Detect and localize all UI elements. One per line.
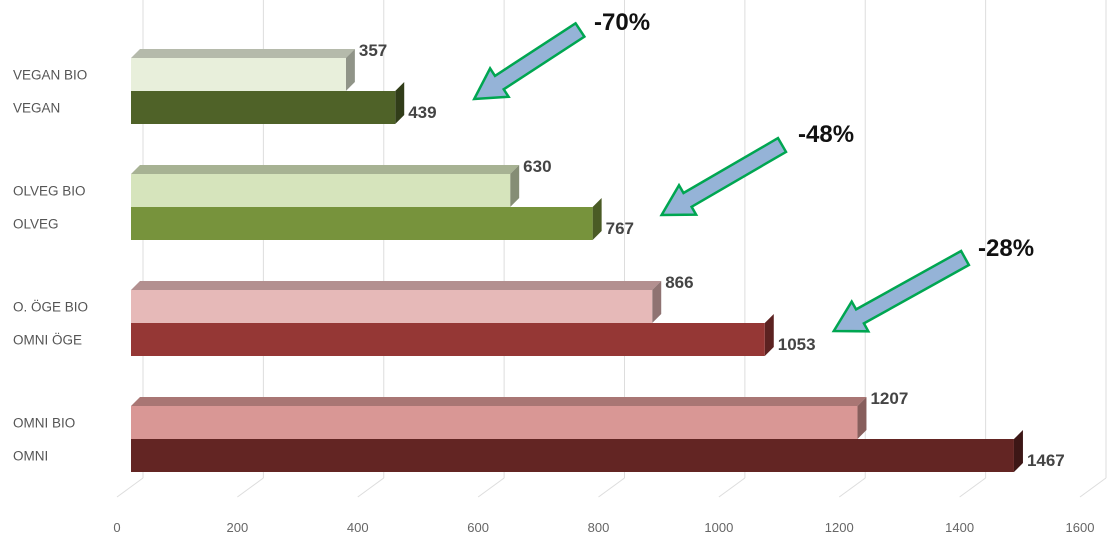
gridline-floor [357, 477, 385, 498]
category-label: OMNI BIO [13, 416, 75, 431]
category-label: OMNI [13, 449, 48, 464]
bar-front-face [131, 58, 346, 91]
bar [131, 198, 602, 240]
bar-front-face [131, 439, 1014, 472]
bar [131, 165, 520, 207]
value-label: 1207 [870, 389, 908, 408]
x-tick-label: 1000 [704, 520, 733, 535]
bar-front-face [131, 174, 511, 207]
bar-top-face [131, 49, 355, 58]
value-label: 866 [665, 273, 693, 292]
gridline-floor [237, 477, 264, 498]
bar-front-face [131, 207, 593, 240]
bar-side-face [1013, 430, 1023, 472]
x-tick-label: 0 [113, 520, 120, 535]
bar [131, 430, 1023, 472]
annotation-label: -70% [594, 9, 650, 36]
value-label: 1467 [1027, 451, 1065, 470]
value-label: 767 [606, 219, 634, 238]
annotations: -70% -48% -28% [472, 9, 1034, 333]
bar-top-face [131, 165, 520, 174]
bar [131, 82, 405, 124]
x-tick-label: 600 [467, 520, 489, 535]
category-label: OLVEG [13, 217, 59, 232]
category-label: OLVEG BIO [13, 184, 86, 199]
x-tick-label: 1400 [945, 520, 974, 535]
gridline-floor [116, 477, 144, 498]
bar-side-face [652, 281, 662, 323]
bar-front-face [131, 323, 765, 356]
annotation-label: -48% [798, 121, 854, 148]
value-label: 439 [408, 103, 436, 122]
bar [131, 397, 867, 439]
labels: 0 200 400 600 800 1000 1200 1400 1600 VEGAN BIO 35… [13, 41, 1094, 535]
bar-front-face [131, 290, 653, 323]
category-label: VEGAN [13, 101, 60, 116]
bar-side-face [395, 82, 405, 124]
annotation-arrow [472, 21, 587, 101]
bar-side-face [857, 397, 867, 439]
bar-front-face [131, 91, 396, 124]
bar-side-face [592, 198, 602, 240]
bar [131, 281, 662, 323]
bars [131, 49, 1023, 472]
category-label: VEGAN BIO [13, 68, 87, 83]
value-label: 1053 [778, 335, 816, 354]
bar [131, 314, 774, 356]
x-tick-label: 1600 [1066, 520, 1095, 535]
x-tick-label: 200 [227, 520, 249, 535]
x-tick-label: 800 [588, 520, 610, 535]
annotation-arrow [831, 249, 971, 333]
x-tick-label: 1200 [825, 520, 854, 535]
bar-side-face [345, 49, 355, 91]
value-label: 357 [359, 41, 387, 60]
annotation-arrow [659, 136, 788, 217]
gridline-floor [477, 477, 505, 498]
category-label: O. ÖGE BIO [13, 300, 88, 315]
bar-side-face [510, 165, 520, 207]
bar-front-face [131, 406, 858, 439]
x-tick-label: 400 [347, 520, 369, 535]
bar-top-face [131, 281, 662, 290]
gridline-floor [959, 477, 986, 498]
gridline-floor [598, 477, 625, 498]
annotation-label: -28% [978, 235, 1034, 262]
bar [131, 49, 355, 91]
category-label: OMNI ÖGE [13, 333, 82, 348]
gridline-floor [1079, 477, 1107, 498]
gridline-floor [838, 477, 866, 498]
value-label: 630 [523, 157, 551, 176]
bar-side-face [764, 314, 774, 356]
bar-top-face [131, 397, 867, 406]
gridline-floor [718, 477, 746, 498]
